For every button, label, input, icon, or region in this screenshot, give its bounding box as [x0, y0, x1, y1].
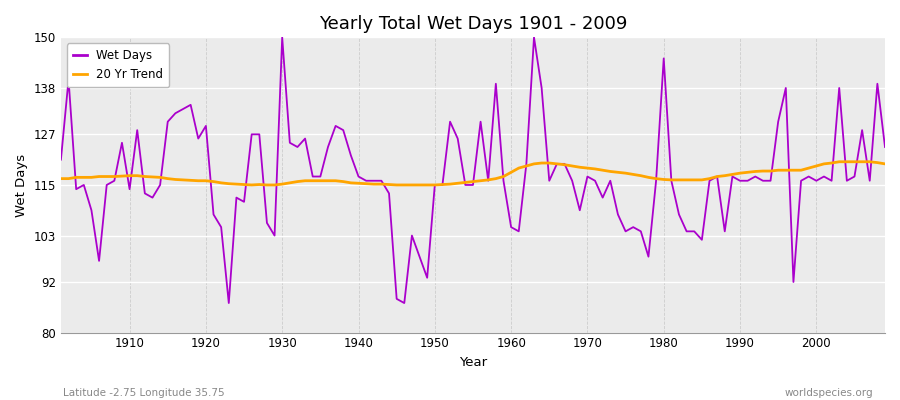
Wet Days [223, 301, 234, 306]
20 Yr Trend [605, 169, 616, 174]
20 Yr Trend [513, 166, 524, 170]
Wet Days [513, 229, 524, 234]
20 Yr Trend [117, 174, 128, 178]
Line: 20 Yr Trend: 20 Yr Trend [61, 162, 885, 185]
Wet Days [277, 35, 288, 40]
Wet Days [56, 157, 67, 162]
Wet Days [613, 212, 624, 217]
Wet Days [879, 144, 890, 149]
Line: Wet Days: Wet Days [61, 37, 885, 303]
20 Yr Trend [506, 170, 517, 175]
20 Yr Trend [247, 182, 257, 187]
Title: Yearly Total Wet Days 1901 - 2009: Yearly Total Wet Days 1901 - 2009 [319, 15, 627, 33]
Wet Days [117, 140, 128, 145]
X-axis label: Year: Year [459, 356, 487, 369]
Legend: Wet Days, 20 Yr Trend: Wet Days, 20 Yr Trend [67, 43, 169, 87]
20 Yr Trend [833, 159, 844, 164]
Y-axis label: Wet Days: Wet Days [15, 153, 28, 216]
20 Yr Trend [56, 176, 67, 181]
20 Yr Trend [879, 162, 890, 166]
Wet Days [521, 162, 532, 166]
Text: worldspecies.org: worldspecies.org [785, 388, 873, 398]
Text: Latitude -2.75 Longitude 35.75: Latitude -2.75 Longitude 35.75 [63, 388, 225, 398]
Wet Days [346, 153, 356, 158]
Wet Days [300, 136, 310, 141]
20 Yr Trend [338, 179, 348, 184]
20 Yr Trend [292, 179, 303, 184]
